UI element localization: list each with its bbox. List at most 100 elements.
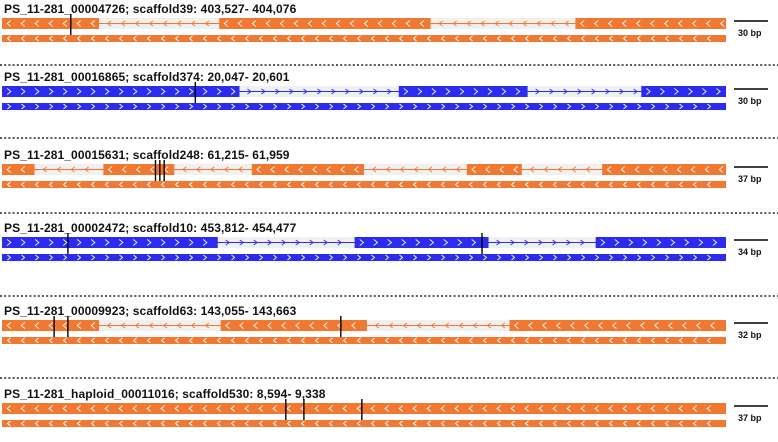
strand-arrow	[594, 405, 600, 412]
strand-arrow	[678, 405, 684, 412]
strand-arrow	[323, 322, 328, 329]
intron-arrow	[552, 239, 557, 246]
intron-arrow	[106, 322, 112, 329]
strand-arrow	[579, 20, 585, 27]
strand-arrow	[175, 254, 180, 261]
exon-block	[2, 403, 726, 414]
strand-arrow	[635, 20, 641, 27]
exon-block	[2, 86, 240, 97]
strand-arrow	[552, 337, 557, 344]
strand-arrow	[650, 405, 656, 412]
strand-arrow	[608, 405, 614, 412]
strand-arrow	[485, 166, 490, 173]
strand-arrow	[188, 239, 194, 246]
strand-arrow	[555, 322, 561, 329]
strand-arrow	[454, 405, 460, 412]
strand-arrow	[118, 88, 124, 95]
intron-arrow	[134, 20, 140, 27]
strand-arrow	[48, 405, 54, 412]
strand-arrow	[608, 337, 613, 344]
strand-arrow	[440, 420, 445, 427]
strand-arrow	[62, 337, 67, 344]
strand-arrow	[132, 337, 137, 344]
strand-arrow	[650, 420, 655, 427]
panel-title: PS_11-281_haploid_00011016; scaffold530:…	[4, 387, 326, 401]
strand-arrow	[216, 405, 222, 412]
strand-arrow	[356, 405, 362, 412]
strand-arrow	[370, 337, 375, 344]
strand-arrow	[315, 103, 320, 110]
strand-arrow	[709, 322, 715, 329]
exon-block	[354, 237, 489, 248]
strand-arrow	[609, 103, 614, 110]
strand-arrow	[342, 181, 347, 188]
strand-arrow	[230, 35, 235, 42]
strand-arrow	[314, 181, 319, 188]
strand-arrow	[20, 239, 26, 246]
strand-arrow	[359, 239, 365, 246]
strand-arrow	[608, 181, 613, 188]
strand-arrow	[312, 166, 317, 173]
strand-arrow	[20, 166, 26, 173]
scale-bar-label: 30 bp	[738, 96, 762, 106]
strand-arrow	[371, 254, 376, 261]
strand-arrow	[6, 166, 12, 173]
strand-arrow	[132, 420, 137, 427]
scale-bar-label: 30 bp	[738, 28, 762, 38]
intron-arrow	[204, 20, 210, 27]
strand-arrow	[412, 35, 417, 42]
strand-arrow	[49, 254, 54, 261]
strand-arrow	[107, 166, 113, 173]
intron-arrow	[585, 166, 591, 173]
strand-arrow	[34, 20, 40, 27]
strand-arrow	[6, 35, 11, 42]
intron-arrow	[261, 88, 266, 95]
strand-arrow	[692, 420, 697, 427]
strand-arrow	[272, 337, 277, 344]
strand-arrow	[510, 420, 515, 427]
intron-arrow	[374, 322, 380, 329]
strand-arrow	[469, 254, 474, 261]
strand-arrow	[340, 166, 345, 173]
panel-title: PS_11-281_00015631; scaffold248: 61,215-…	[4, 148, 290, 162]
strand-arrow	[328, 35, 333, 42]
strand-arrow	[580, 35, 585, 42]
intron-arrow	[253, 239, 259, 246]
strand-arrow	[216, 181, 221, 188]
strand-arrow	[454, 337, 459, 344]
strand-arrow	[482, 35, 487, 42]
intron-arrow	[522, 20, 527, 27]
intron-arrow	[472, 322, 478, 329]
panel-title: PS_11-281_00009923; scaffold63: 143,055-…	[4, 304, 297, 318]
strand-arrow	[539, 254, 544, 261]
strand-arrow	[295, 322, 300, 329]
strand-arrow	[104, 35, 109, 42]
strand-arrow	[245, 103, 250, 110]
intron-arrow	[275, 88, 280, 95]
strand-arrow	[663, 20, 669, 27]
strand-arrow	[160, 35, 165, 42]
strand-arrow	[580, 181, 585, 188]
strand-arrow	[132, 239, 138, 246]
strand-arrow	[384, 405, 390, 412]
strand-arrow	[203, 254, 208, 261]
strand-arrow	[48, 322, 54, 329]
strand-arrow	[553, 254, 558, 261]
strand-arrow	[384, 337, 389, 344]
strand-arrow	[258, 337, 263, 344]
strand-arrow	[35, 103, 40, 110]
strand-arrow	[609, 254, 614, 261]
strand-arrow	[63, 254, 68, 261]
strand-arrow	[91, 254, 96, 261]
strand-arrow	[487, 88, 493, 95]
strand-arrow	[298, 166, 303, 173]
strand-arrow	[692, 405, 698, 412]
strand-arrow	[6, 88, 12, 95]
intron-arrow	[580, 239, 585, 246]
strand-arrow	[384, 420, 389, 427]
strand-arrow	[636, 337, 641, 344]
strand-arrow	[314, 337, 319, 344]
intron-arrow	[182, 166, 187, 173]
intron-arrow	[500, 322, 506, 329]
